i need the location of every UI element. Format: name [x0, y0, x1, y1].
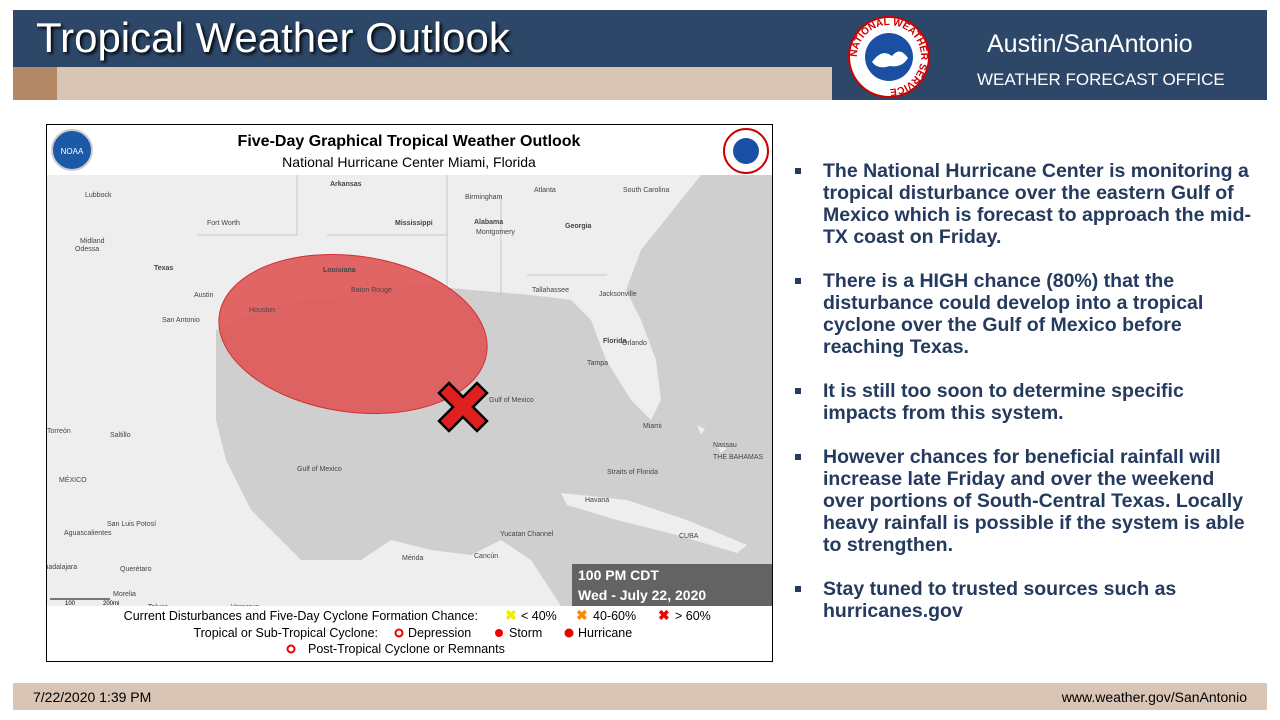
slide-title: Tropical Weather Outlook: [36, 14, 510, 61]
nws-logo: NATIONAL WEATHER SERVICE: [848, 16, 930, 98]
legend-item: < 40%: [521, 609, 557, 623]
place-label: Gulf of Mexico: [489, 397, 534, 404]
place-label: Orlando: [622, 340, 647, 347]
place-label: Cancún: [474, 553, 498, 560]
place-label: Saltillo: [110, 432, 131, 439]
bullet-list: The National Hurricane Center is monitor…: [795, 160, 1260, 644]
place-label: Aguascalientes: [64, 530, 112, 537]
bullet: The National Hurricane Center is monitor…: [795, 160, 1260, 248]
office-type: WEATHER FORECAST OFFICE: [977, 70, 1225, 89]
place-label: Havana: [585, 497, 609, 504]
place-label: Atlanta: [534, 187, 556, 194]
legend-icon: ✖: [576, 607, 588, 623]
place-label: Yucatan Channel: [500, 531, 554, 538]
place-label: Straits of Florida: [607, 469, 658, 476]
legend-item: 40-60%: [593, 609, 636, 623]
place-label: Torreón: [47, 428, 71, 435]
place-label: Florida: [603, 338, 626, 345]
place-label: San Luis Potosí: [107, 521, 156, 528]
footer-url: www.weather.gov/SanAntonio: [1061, 689, 1247, 705]
place-label: Arkansas: [330, 181, 362, 188]
office-panel: NATIONAL WEATHER SERVICE Austin/SanAnton…: [832, 10, 1267, 100]
place-label: MÉXICO: [59, 475, 87, 484]
footer-bar: 7/22/2020 1:39 PM www.weather.gov/SanAnt…: [13, 683, 1267, 710]
place-label: Mississippi: [395, 220, 433, 227]
place-label: Miami: [643, 423, 662, 430]
place-label: Morelia: [113, 591, 136, 598]
place-label: San Antonio: [162, 317, 200, 324]
legend-item: > 60%: [675, 609, 711, 623]
bullet: However chances for beneficial rainfall …: [795, 446, 1260, 556]
timestamp: 100 PM CDT: [578, 567, 659, 583]
footer-date: 7/22/2020 1:39 PM: [33, 689, 152, 705]
place-label: Querétaro: [120, 566, 152, 573]
legend-item: Hurricane: [578, 626, 632, 640]
legend-item: Storm: [509, 626, 542, 640]
office-name: Austin/SanAntonio: [987, 30, 1193, 58]
bullet: Stay tuned to trusted sources such as hu…: [795, 578, 1260, 622]
outlook-map: Arkansas Lubbock Birmingham Atlanta South Ca…: [46, 124, 773, 662]
scale-label: 100: [65, 601, 76, 607]
place-label: Montgomery: [476, 229, 515, 236]
legend-item: Depression: [408, 626, 471, 640]
place-label: Alabama: [474, 219, 503, 226]
legend-icon: ✖: [505, 607, 517, 623]
legend-icon: ✖: [658, 607, 670, 623]
place-label: Louisiana: [323, 267, 356, 274]
place-label: Gulf of Mexico: [297, 466, 342, 473]
place-label: Houston: [249, 307, 275, 314]
place-label: Texas: [154, 265, 173, 272]
place-label: Lubbock: [85, 192, 112, 199]
place-label: THE BAHAMAS: [713, 454, 764, 461]
noaa-logo: NOAA: [61, 147, 84, 156]
place-label: Mérida: [402, 555, 424, 562]
bullet: It is still too soon to determine specif…: [795, 380, 1260, 424]
legend-label: Tropical or Sub-Tropical Cyclone:: [193, 626, 378, 640]
place-label: Toluca: [148, 604, 168, 611]
place-label: South Carolina: [623, 187, 669, 194]
place-label: Tampa: [587, 360, 608, 367]
header-accent: [13, 67, 57, 100]
place-label: Fort Worth: [207, 220, 240, 227]
place-label: Baton Rouge: [351, 287, 392, 294]
timestamp: Wed - July 22, 2020: [578, 587, 706, 603]
place-label: Veracruz: [231, 604, 259, 611]
map-area: Arkansas Lubbock Birmingham Atlanta South Ca…: [46, 175, 772, 611]
place-label: Guadalajara: [46, 564, 77, 571]
header-strip: [13, 67, 832, 100]
place-label: Midland: [80, 238, 105, 245]
place-label: Austin: [194, 292, 214, 299]
header-bar: [13, 10, 832, 67]
bullet: There is a HIGH chance (80%) that the di…: [795, 270, 1260, 358]
place-label: Nassau: [713, 442, 737, 449]
map-subtitle: National Hurricane Center Miami, Florida: [282, 154, 536, 170]
legend-label: Current Disturbances and Five-Day Cyclon…: [124, 609, 478, 623]
scale-label: 200mi: [103, 601, 119, 607]
place-label: Tallahassee: [532, 287, 569, 294]
legend-label: Post-Tropical Cyclone or Remnants: [308, 642, 505, 656]
place-label: Odessa: [75, 246, 99, 253]
place-label: Georgia: [565, 223, 592, 230]
map-title: Five-Day Graphical Tropical Weather Outl…: [238, 133, 581, 150]
place-label: CUBA: [679, 533, 699, 540]
place-label: Jacksonville: [599, 291, 637, 298]
place-label: Birmingham: [465, 194, 503, 201]
